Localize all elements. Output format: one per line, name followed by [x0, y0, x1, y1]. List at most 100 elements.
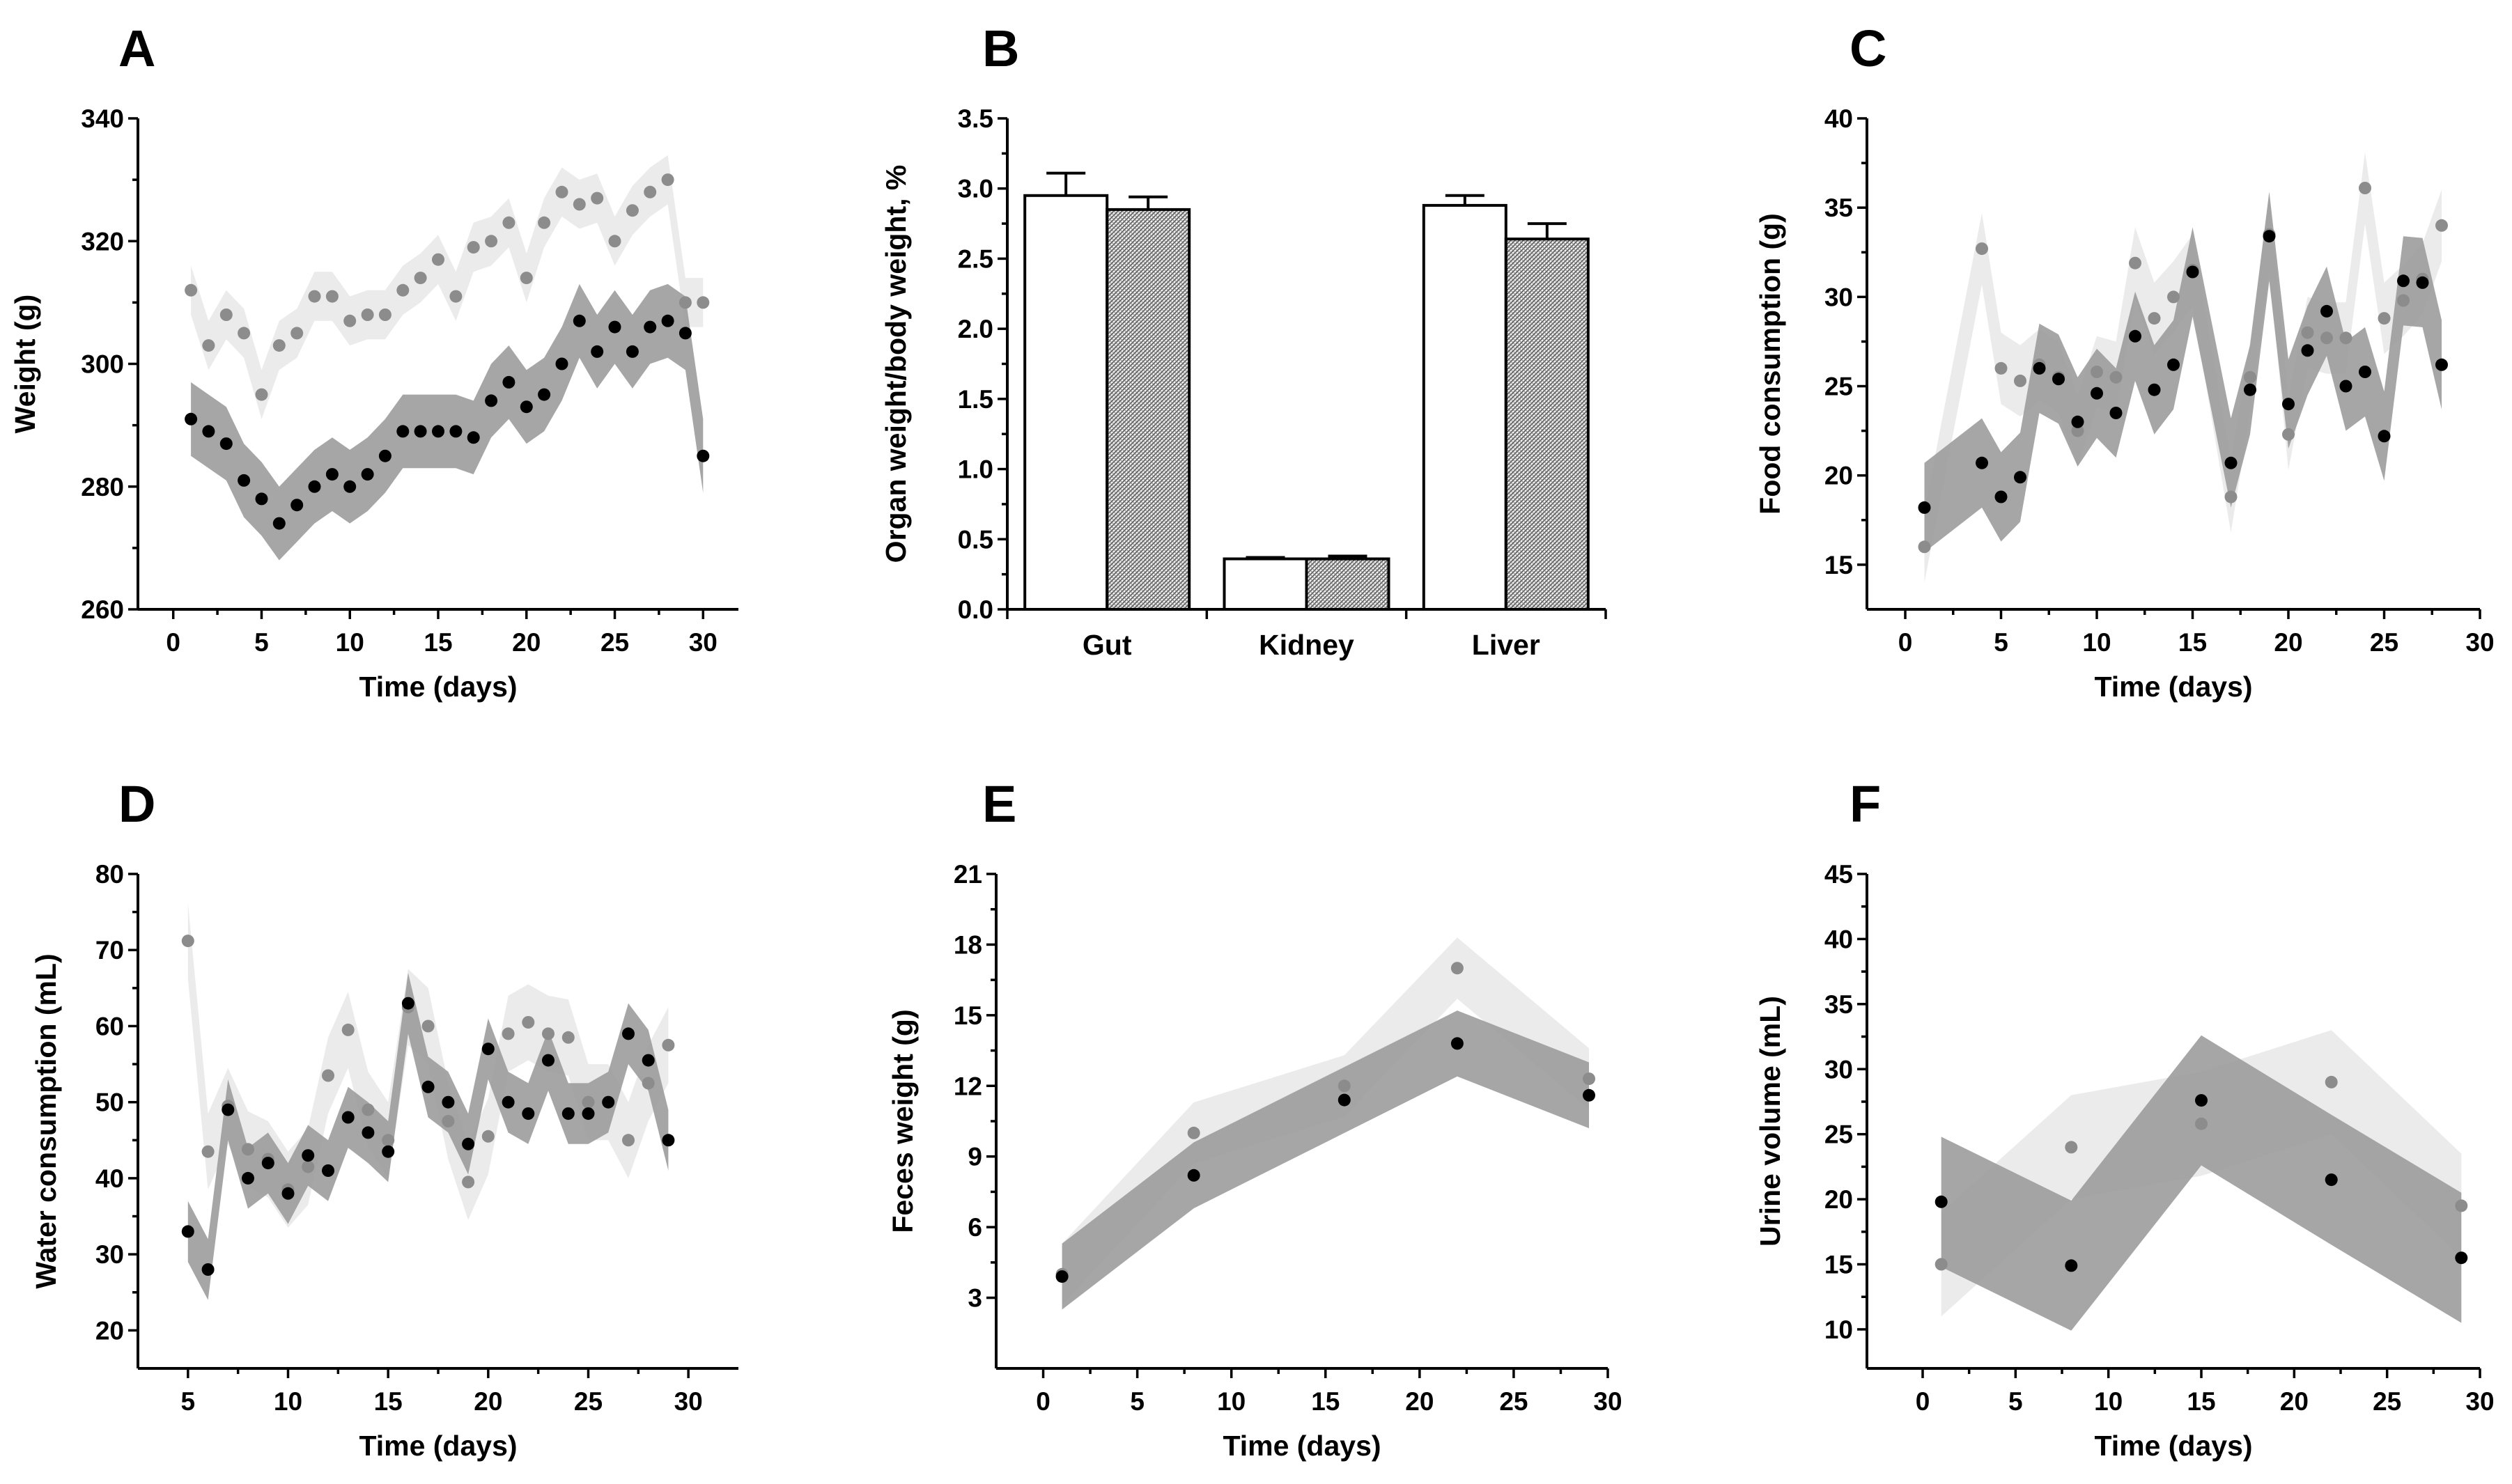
data-point-treated: [308, 480, 321, 493]
data-point-treated: [281, 1187, 295, 1200]
y-tick-label: 2.5: [958, 244, 993, 273]
data-point-control: [238, 327, 251, 340]
y-tick-label: 9: [968, 1143, 982, 1171]
data-point-treated: [449, 425, 463, 438]
y-tick-label: 30: [1824, 1055, 1853, 1084]
x-tick-label: 25: [574, 1387, 603, 1416]
data-point-control: [2378, 312, 2391, 325]
data-point-control: [661, 173, 674, 187]
data-point-treated: [502, 1095, 515, 1109]
data-point-control: [201, 1145, 215, 1158]
data-point-treated: [432, 425, 444, 438]
data-point-control: [272, 339, 286, 352]
data-point-control: [2282, 428, 2295, 441]
data-point-control: [2301, 326, 2314, 339]
data-point-treated: [2325, 1173, 2338, 1187]
data-point-control: [255, 388, 268, 401]
x-tick-label: 20: [2274, 628, 2302, 657]
data-point-treated: [382, 1145, 395, 1158]
x-tick-label: 5: [181, 1387, 196, 1416]
x-tick-label: 15: [1311, 1387, 1340, 1416]
data-point-treated: [2186, 265, 2199, 279]
data-point-treated: [2071, 415, 2084, 428]
y-tick-label: 40: [1824, 104, 1853, 133]
data-point-treated: [1055, 1270, 1069, 1283]
data-point-control: [378, 308, 391, 321]
panel-label: D: [118, 775, 155, 833]
data-point-control: [290, 327, 304, 340]
x-axis-title: Time (days): [1223, 1430, 1381, 1462]
x-tick-label: 0: [1036, 1387, 1050, 1416]
data-point-control: [202, 339, 215, 352]
data-point-treated: [181, 1225, 194, 1238]
x-axis-title: Time (days): [2094, 671, 2252, 703]
data-point-treated: [662, 1134, 675, 1147]
data-point-treated: [520, 400, 533, 414]
data-point-treated: [2148, 383, 2161, 396]
data-point-control: [573, 198, 586, 211]
y-tick-label: 40: [1824, 925, 1853, 953]
data-point-control: [219, 308, 233, 321]
data-point-control: [644, 185, 657, 198]
y-tick-label: 3.5: [958, 104, 993, 133]
data-point-treated: [255, 492, 268, 506]
data-point-control: [1187, 1126, 1200, 1139]
data-point-treated: [302, 1149, 315, 1162]
panel-b: B Gut Kidney Liver 0.0 0.5 1.0 1.5 2.0 2.5 3.0 3.5 O…: [880, 19, 1607, 661]
data-point-treated: [2416, 276, 2429, 289]
data-point-treated: [1994, 490, 2008, 503]
data-point-control: [362, 1103, 375, 1116]
x-tick-label: 25: [1499, 1387, 1528, 1416]
data-point-control: [1935, 1258, 1948, 1271]
category-label: Kidney: [1259, 629, 1354, 661]
data-point-control: [561, 1031, 575, 1044]
x-tick-label: 15: [424, 628, 452, 657]
bar-control: [1223, 557, 1308, 611]
y-tick-label: 18: [954, 930, 982, 959]
data-point-treated: [642, 1054, 655, 1067]
data-point-control: [185, 283, 198, 297]
data-point-treated: [1187, 1169, 1200, 1182]
data-point-control: [520, 272, 533, 285]
data-point-control: [2109, 370, 2123, 384]
data-point-treated: [538, 388, 551, 401]
data-point-treated: [2263, 230, 2276, 243]
data-point-treated: [2435, 358, 2448, 371]
data-point-control: [1583, 1072, 1595, 1086]
bar-control: [1422, 203, 1507, 611]
data-point-treated: [1918, 501, 1931, 514]
data-point-treated: [2301, 344, 2314, 357]
y-tick-label: 1.5: [958, 385, 993, 414]
data-point-control: [2129, 256, 2141, 270]
data-point-treated: [502, 375, 515, 389]
x-tick-label: 30: [2465, 628, 2494, 657]
data-point-control: [325, 290, 339, 303]
x-tick-label: 5: [2008, 1387, 2023, 1416]
x-tick-label: 10: [274, 1387, 302, 1416]
x-tick-label: 25: [600, 628, 629, 657]
y-tick-label: 3.0: [958, 175, 993, 203]
y-tick-label: 35: [1824, 194, 1853, 222]
data-point-treated: [322, 1164, 334, 1177]
y-tick-label: 300: [81, 350, 124, 379]
data-point-control: [697, 296, 710, 309]
data-point-treated: [2320, 304, 2333, 318]
y-tick-label: 50: [95, 1088, 124, 1117]
panel-c: C 15 20 25 30 35 40 0 5 10 15 20 25 30 Time (days) Food…: [1754, 19, 2495, 703]
data-point-treated: [401, 997, 414, 1010]
data-point-treated: [2052, 373, 2065, 386]
data-point-control: [2195, 1117, 2208, 1130]
data-point-control: [396, 283, 410, 297]
y-tick-label: 12: [954, 1072, 982, 1100]
data-point-control: [242, 1143, 254, 1156]
x-tick-label: 0: [1916, 1387, 1930, 1416]
panel-d: D 20 30 40 50 60 70 80 5 10 15 20 25 30 Time (days) Wat…: [30, 775, 738, 1462]
y-tick-label: 45: [1824, 860, 1853, 889]
y-tick-label: 70: [95, 936, 124, 964]
y-tick-label: 1.0: [958, 455, 993, 484]
y-axis-title: Urine volume (mL): [1754, 996, 1786, 1247]
x-tick-label: 20: [474, 1387, 502, 1416]
panel-e: E 3 6 9 12 15 18 21 0 5 10 15 20 25 30 Time (days) Feces…: [887, 775, 1622, 1462]
bar-treated: [1106, 208, 1191, 611]
